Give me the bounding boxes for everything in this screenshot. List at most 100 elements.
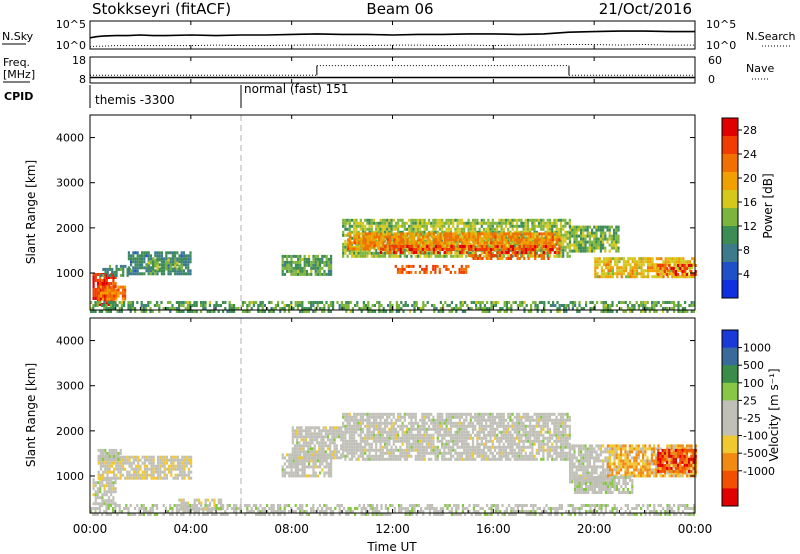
power-cell — [441, 221, 444, 225]
velocity-cell — [303, 462, 306, 466]
power-cell — [571, 307, 574, 310]
power-cell — [398, 307, 401, 310]
power-cell — [611, 301, 614, 304]
velocity-cell — [185, 458, 188, 462]
velocity-cell — [403, 424, 406, 428]
power-cell — [501, 307, 504, 310]
power-cell — [395, 251, 398, 254]
power-cell — [549, 232, 552, 236]
velocity-cell — [281, 465, 284, 469]
velocity-cell — [456, 421, 459, 425]
power-cell — [559, 230, 563, 234]
power-cell — [106, 273, 109, 277]
velocity-cell — [314, 471, 317, 475]
power-cell — [669, 266, 672, 270]
power-cell — [487, 254, 491, 257]
power-cell — [655, 310, 658, 313]
power-cell — [507, 241, 510, 245]
velocity-cell — [425, 445, 428, 449]
power-cell — [582, 246, 585, 250]
velocity-cell — [421, 415, 424, 419]
power-cell — [160, 272, 163, 276]
power-cell — [496, 227, 499, 231]
velocity-cell — [425, 442, 428, 446]
power-cell — [213, 310, 216, 313]
power-cell — [653, 266, 656, 270]
velocity-cell — [421, 448, 424, 452]
power-cell — [421, 244, 425, 248]
power-cell — [414, 239, 417, 243]
velocity-cell — [102, 448, 105, 452]
power-colorbar-label: 16 — [743, 196, 757, 209]
velocity-cell — [183, 458, 186, 462]
power-cell — [391, 247, 394, 251]
velocity-cell — [460, 412, 464, 416]
power-cell — [347, 304, 350, 307]
power-cell — [613, 240, 616, 244]
velocity-cell — [170, 455, 173, 459]
velocity-cell — [183, 467, 186, 471]
power-cell — [149, 310, 152, 313]
power-cell — [674, 270, 677, 273]
power-cell — [540, 251, 543, 255]
power-cell — [303, 307, 306, 310]
power-cell — [584, 246, 587, 250]
velocity-cell — [106, 457, 109, 461]
power-cell — [617, 246, 620, 250]
power-cell — [552, 301, 555, 304]
power-colorbar-swatch — [722, 136, 738, 155]
power-cell — [383, 233, 387, 237]
power-cell — [171, 269, 174, 273]
power-cell — [167, 272, 170, 276]
velocity-cell — [105, 493, 108, 497]
power-cell — [90, 301, 93, 304]
velocity-cell — [423, 457, 426, 461]
power-cell — [430, 235, 433, 239]
power-cell — [156, 251, 159, 255]
power-cell — [288, 263, 291, 267]
power-cell — [165, 267, 168, 271]
power-cell — [413, 310, 416, 313]
velocity-cell — [410, 436, 413, 440]
power-cell — [693, 260, 696, 264]
power-cell — [141, 260, 144, 264]
power-cell — [319, 257, 322, 261]
power-cell — [673, 304, 676, 307]
velocity-cell — [312, 459, 315, 463]
velocity-cell — [182, 501, 185, 505]
power-cell — [614, 260, 617, 264]
velocity-cell — [361, 415, 365, 419]
velocity-cell — [346, 439, 349, 443]
power-colorbar-label: 20 — [743, 172, 757, 185]
power-cell — [549, 244, 552, 248]
power-cell — [463, 238, 466, 242]
velocity-cell — [102, 473, 105, 477]
power-cell — [314, 310, 317, 313]
velocity-cell — [321, 459, 324, 463]
power-cell — [540, 227, 543, 231]
velocity-cell — [480, 457, 483, 461]
power-cell — [222, 301, 225, 304]
velocity-cell — [460, 427, 464, 431]
power-cell — [149, 307, 152, 310]
power-cell — [143, 266, 146, 270]
power-cell — [160, 254, 163, 258]
power-cell — [327, 304, 330, 307]
velocity-cell — [204, 507, 207, 511]
velocity-cell — [456, 430, 459, 434]
power-cell — [496, 245, 499, 248]
power-cell — [412, 251, 416, 254]
velocity-cell — [386, 436, 389, 440]
velocity-cell — [181, 464, 184, 468]
power-cell — [412, 224, 415, 228]
power-cell — [653, 310, 656, 313]
velocity-cell — [314, 465, 317, 469]
power-cell — [97, 285, 100, 289]
power-cell — [556, 238, 559, 242]
velocity-cell — [487, 457, 490, 461]
power-cell — [410, 264, 413, 268]
velocity-cell — [104, 467, 107, 471]
velocity-cell — [478, 427, 481, 431]
velocity-cell — [397, 433, 400, 437]
power-cell — [651, 260, 654, 264]
